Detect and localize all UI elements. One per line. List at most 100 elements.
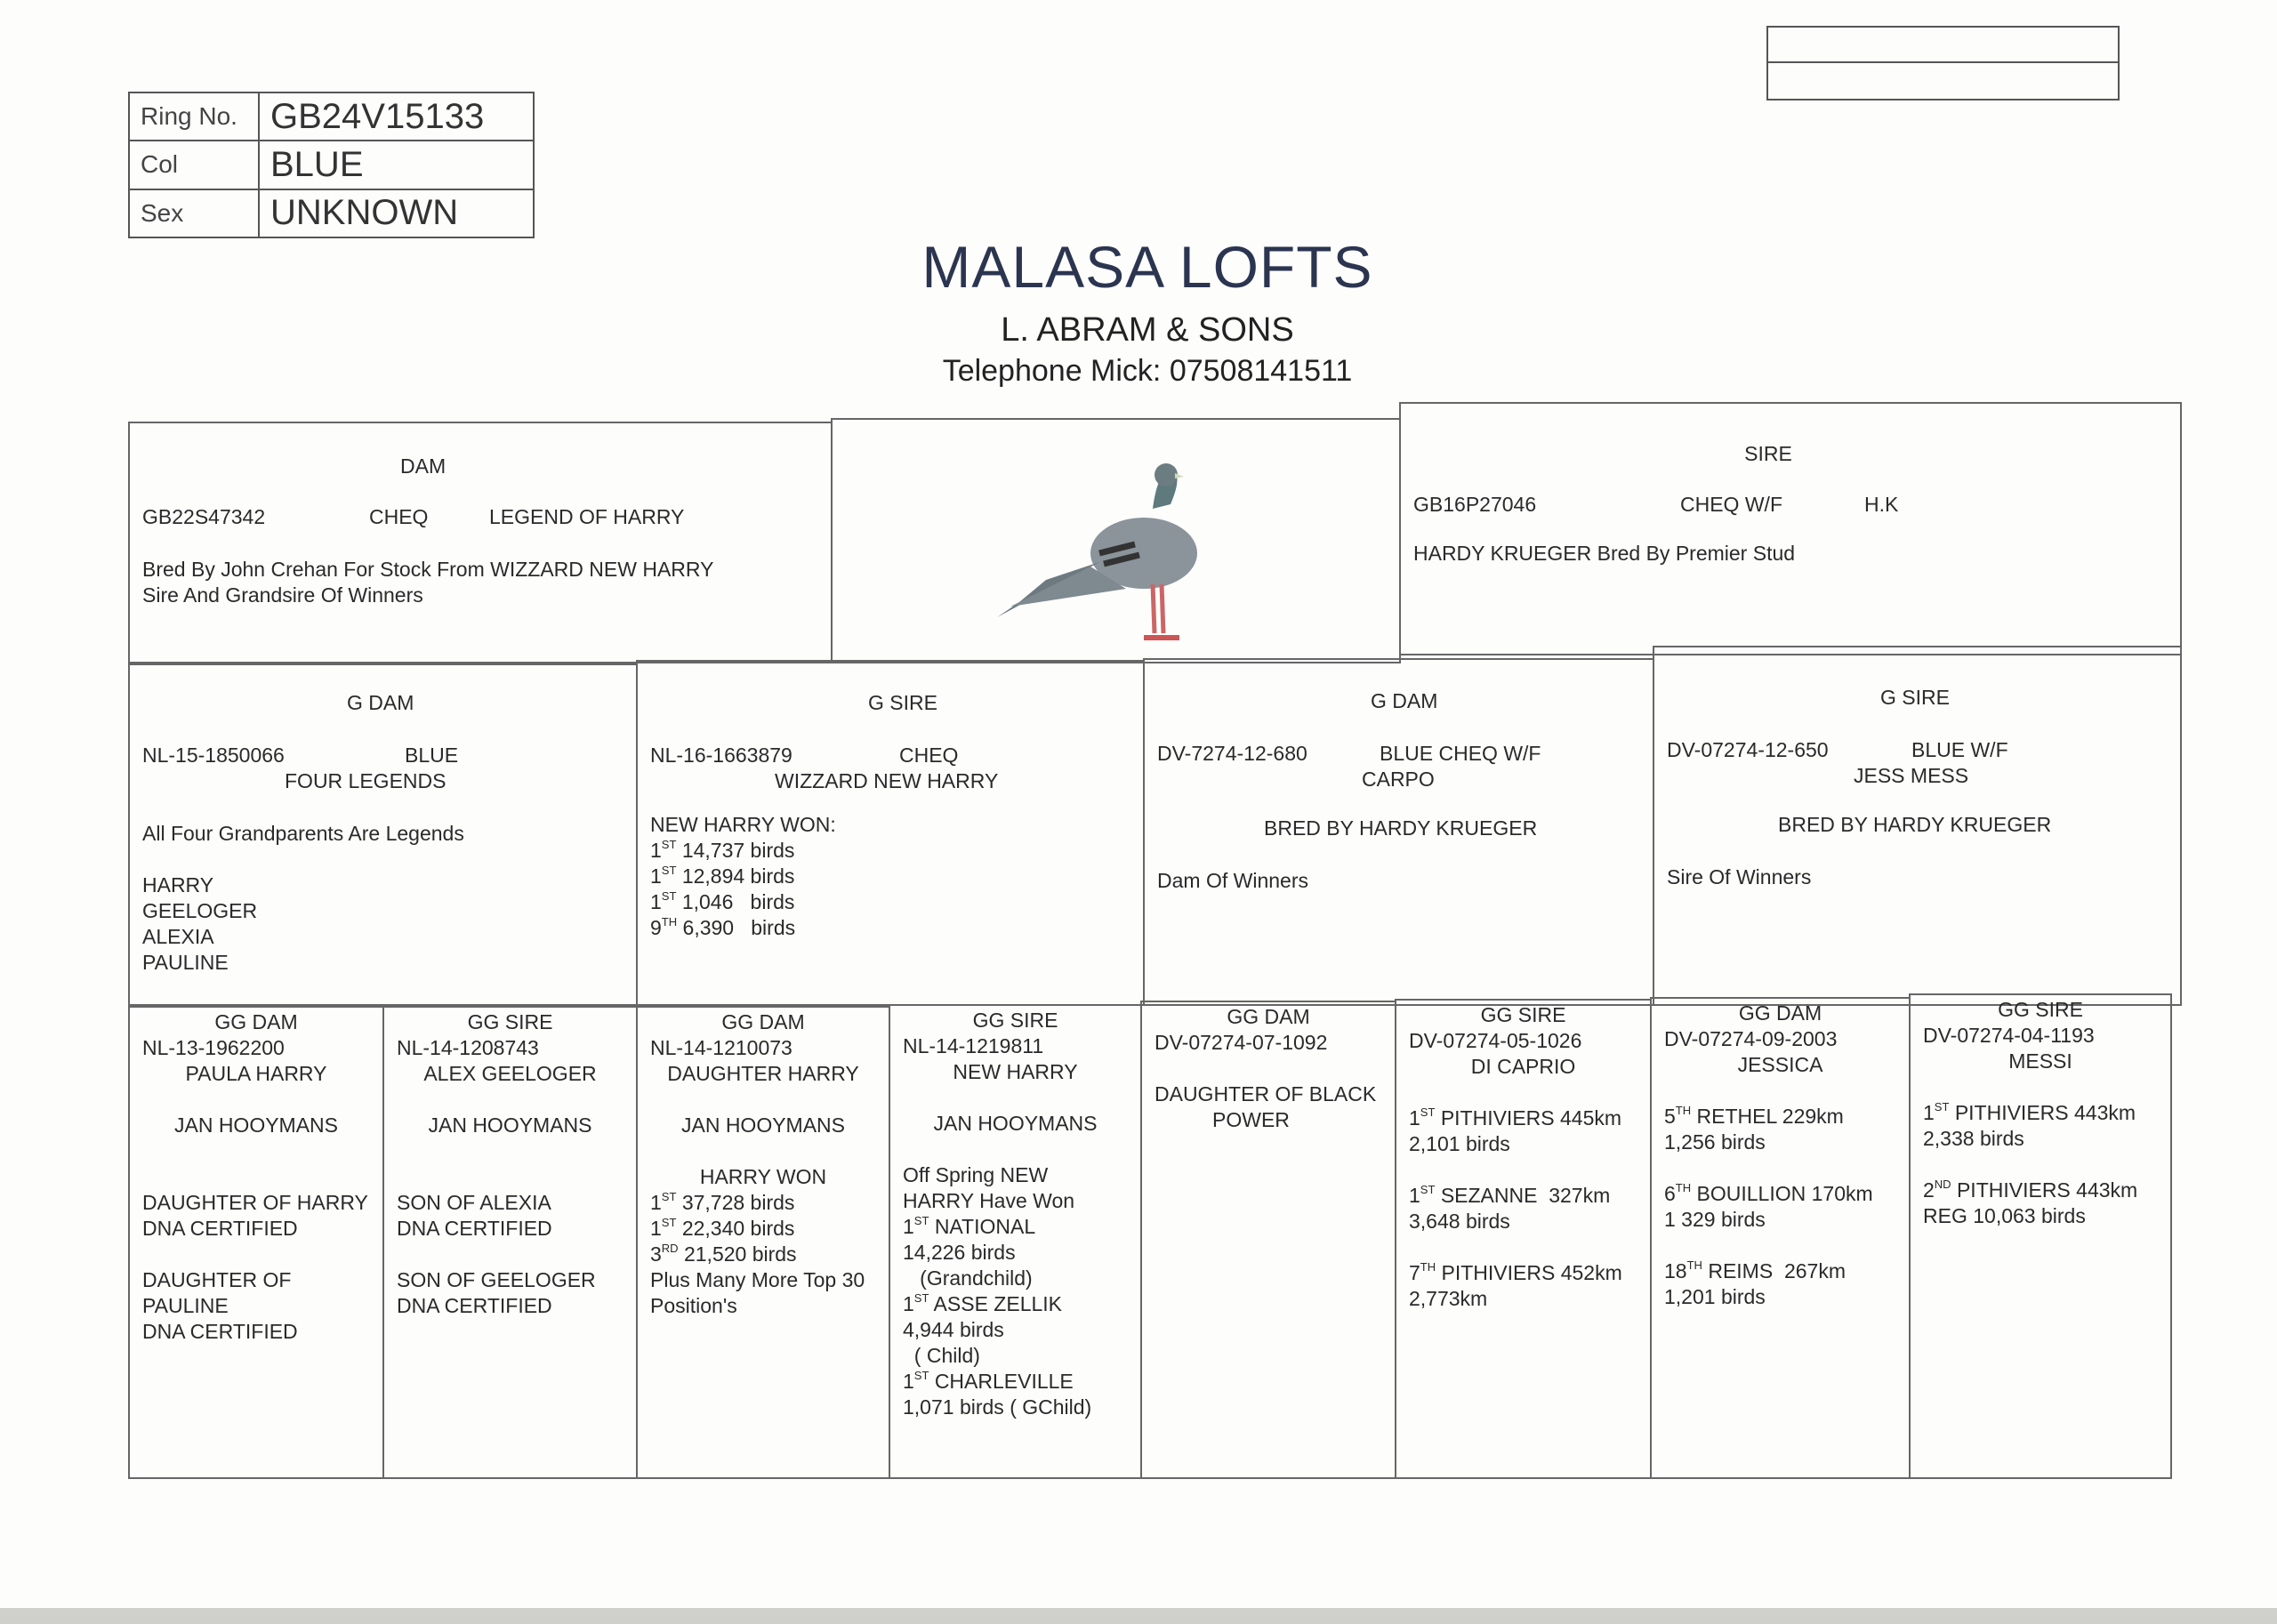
g-sire-2-note: Sire Of Winners (1667, 865, 1812, 888)
spacer (397, 1087, 624, 1113)
gg-heading: GG SIRE (467, 1010, 553, 1033)
gg-ring: DV-07274-09-2003 (1664, 1027, 1838, 1050)
gg-breeder: JAN HOOYMANS (933, 1112, 1098, 1135)
gg-result: 2ND PITHIVIERS 443km (1923, 1178, 2138, 1202)
spacer (1409, 1312, 1637, 1338)
gg-result-suffix: ST (1420, 1183, 1436, 1196)
gg-result: 1ST NATIONAL (903, 1214, 1036, 1238)
gg-result-sub: REG 10,063 birds (1923, 1204, 2086, 1227)
gg-result-suffix: RD (661, 1242, 679, 1255)
id-table: Ring No. GB24V15133 Col BLUE Sex UNKNOWN (128, 91, 535, 239)
g-dam-1-colour: BLUE (405, 744, 459, 767)
spacer (903, 1137, 1128, 1162)
gg-result: 1ST CHARLEVILLE (903, 1369, 1074, 1393)
g-dam-1-ring: NL-15-1850066 (142, 744, 285, 767)
gg-ring: NL-14-1208743 (397, 1036, 539, 1059)
gg-result: 1ST 37,728 birds (650, 1190, 795, 1214)
dam-cell: DAM GB22S47342 CHEQ LEGEND OF HARRY Bred… (128, 422, 833, 663)
dam-line1: Bred By John Crehan For Stock From WIZZA… (142, 558, 714, 581)
gg-line: DNA CERTIFIED (397, 1217, 552, 1240)
gg-result: 6TH BOUILLION 170km (1664, 1181, 1873, 1205)
gg-line: DNA CERTIFIED (397, 1294, 552, 1317)
sire-colour: CHEQ W/F (1680, 493, 1782, 516)
g-sire-2-bred: BRED BY HARDY KRUEGER (1778, 813, 2052, 836)
gg-heading: GG DAM (1227, 1005, 1310, 1028)
gg-result-sub: 1,256 birds (1664, 1130, 1766, 1154)
colour-value: BLUE (258, 140, 535, 190)
g-dam-2-bred: BRED BY HARDY KRUEGER (1264, 816, 1538, 840)
gg-result-sub: 1 329 birds (1664, 1208, 1766, 1231)
spacer (1155, 1056, 1382, 1081)
gg-result-suffix: TH (1420, 1260, 1436, 1274)
gg-name: MESSI (2008, 1049, 2072, 1073)
sire-cell: SIRE GB16P27046 CHEQ W/F H.K HARDY KRUEG… (1399, 402, 2182, 655)
gg-result-suffix: ST (661, 1216, 677, 1229)
spacer (1409, 1080, 1637, 1105)
gg-name: JESSICA (1737, 1053, 1823, 1076)
spacer (142, 1164, 370, 1190)
gg-result: 1ST 22,340 birds (650, 1216, 795, 1240)
gg-result-sub: 2,773km (1409, 1287, 1488, 1310)
gg-line: DAUGHTER OF BLACK (1155, 1082, 1377, 1105)
gg-result-sub: 3,648 birds (1409, 1210, 1510, 1233)
gg-result: 1ST SEZANNE 327km (1409, 1183, 1611, 1207)
gg-line: HARRY Have Won (903, 1189, 1075, 1212)
gg-line: SON OF ALEXIA (397, 1191, 551, 1214)
sex-label: Sex (128, 188, 260, 239)
spacer (650, 1138, 876, 1164)
gg-line: SON OF GEELOGER (397, 1268, 596, 1291)
photo-cell (831, 418, 1401, 663)
dam-name: LEGEND OF HARRY (489, 505, 685, 528)
result-line: 9TH 6,390 birds (650, 915, 796, 939)
spacer (142, 1138, 370, 1164)
gg-line: PAULINE (142, 1294, 229, 1317)
dam-colour: CHEQ (369, 505, 429, 528)
blank-box (1766, 26, 2120, 100)
gg-cell: GG DAM NL-13-1962200 PAULA HARRY JAN HOOYMA… (128, 1006, 384, 1479)
g-dam-2-note: Dam Of Winners (1157, 869, 1308, 892)
gg-heading: GG SIRE (1480, 1003, 1566, 1026)
ring-label: Ring No. (128, 91, 260, 142)
gg-line: DAUGHTER OF (142, 1268, 292, 1291)
gg-heading: GG DAM (214, 1010, 298, 1033)
ring-value: GB24V15133 (258, 91, 535, 142)
spacer (1923, 1229, 2158, 1255)
gg-cell: GG SIRE NL-14-1208743 ALEX GEELOGER JAN HOO… (382, 1006, 638, 1479)
gg-result-suffix: ST (1420, 1105, 1436, 1119)
g-dam-1-heading: G DAM (347, 691, 414, 714)
g-sire-1-name: WIZZARD NEW HARRY (775, 769, 999, 792)
g-dam-1-ancestor: ALEXIA (142, 925, 214, 948)
dam-heading: DAM (400, 454, 447, 478)
g-dam-2-ring: DV-7274-12-680 (1157, 742, 1307, 765)
g-dam-1-name: FOUR LEGENDS (285, 769, 447, 792)
gg-cell: GG DAM NL-14-1210073 DAUGHTER HARRY JAN HOO… (636, 1006, 890, 1479)
g-dam-1-cell: G DAM NL-15-1850066 BLUE FOUR LEGENDS All… (128, 663, 638, 1006)
sire-ring: GB16P27046 (1413, 493, 1537, 516)
gg-result-suffix: TH (1675, 1181, 1692, 1194)
gg-heading: GG DAM (1738, 1001, 1822, 1025)
sex-row: Sex UNKNOWN (128, 188, 535, 239)
g-dam-2-name: CARPO (1362, 768, 1435, 791)
gg-heading: GG SIRE (972, 1009, 1058, 1032)
gg-result-suffix: ND (1934, 1178, 1951, 1191)
gg-name: PAULA HARRY (185, 1062, 327, 1085)
g-sire-1-ring: NL-16-1663879 (650, 744, 793, 767)
gg-heading: GG DAM (721, 1010, 805, 1033)
spacer (903, 1085, 1128, 1111)
spacer (1664, 1078, 1896, 1104)
result-line: 1ST 12,894 birds (650, 864, 795, 888)
gg-result: (Grandchild) (903, 1266, 1033, 1290)
gg-result-suffix: ST (913, 1291, 929, 1305)
pigeon-icon (997, 463, 1197, 640)
spacer (1664, 1233, 1896, 1258)
scan-edge (0, 1608, 2277, 1624)
gg-result: ( Child) (903, 1344, 980, 1367)
result-line-suffix: ST (661, 864, 677, 877)
gg-result-suffix: ST (913, 1214, 929, 1227)
gg-breeder: JAN HOOYMANS (680, 1113, 846, 1137)
ring-row: Ring No. GB24V15133 (128, 91, 535, 142)
gg-result-suffix: ST (913, 1369, 929, 1382)
spacer (397, 1138, 624, 1164)
dam-line2: Sire And Grandsire Of Winners (142, 583, 423, 607)
sire-line1: HARDY KRUEGER Bred By Premier Stud (1413, 542, 1796, 565)
